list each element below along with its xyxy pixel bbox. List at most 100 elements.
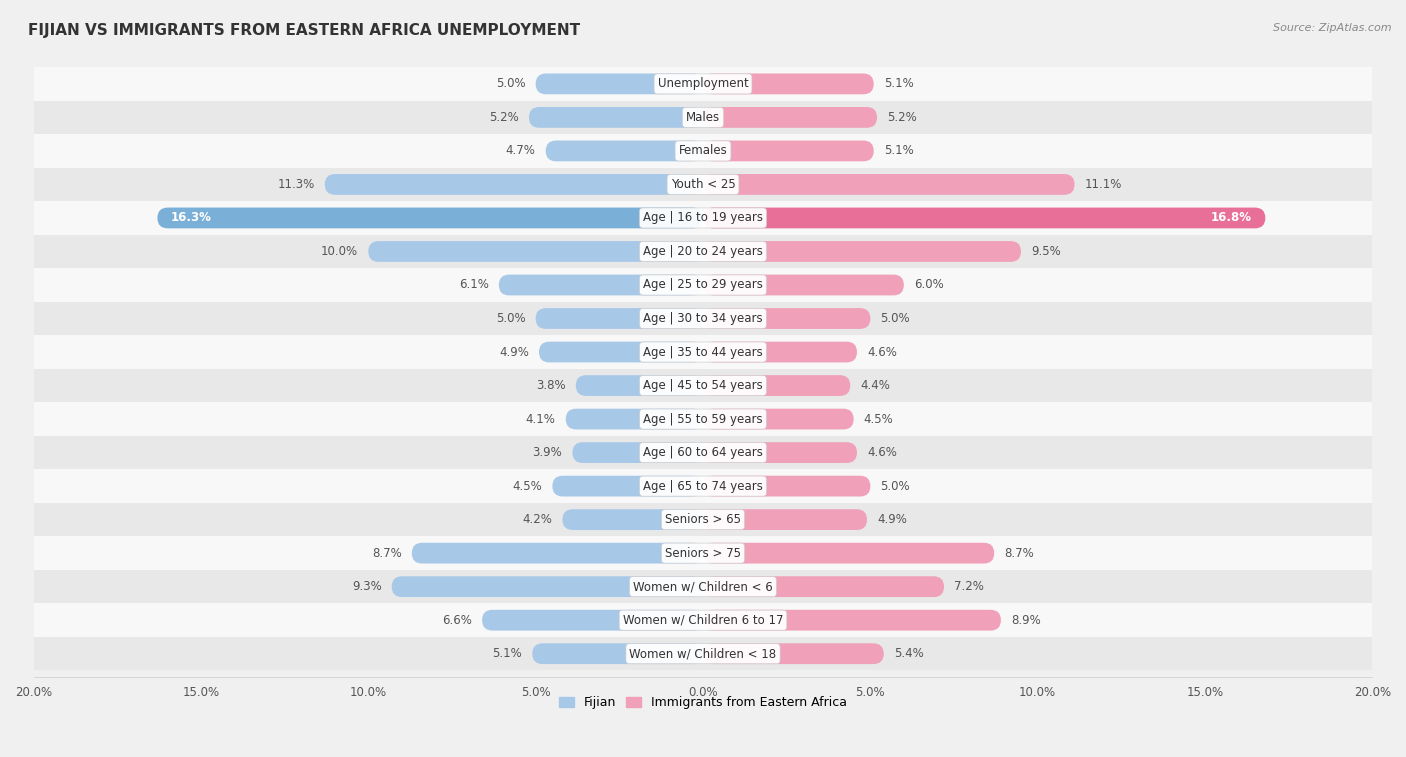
Legend: Fijian, Immigrants from Eastern Africa: Fijian, Immigrants from Eastern Africa: [554, 691, 852, 714]
Text: Age | 35 to 44 years: Age | 35 to 44 years: [643, 345, 763, 359]
Text: Youth < 25: Youth < 25: [671, 178, 735, 191]
FancyBboxPatch shape: [34, 201, 1372, 235]
FancyBboxPatch shape: [34, 302, 1372, 335]
FancyBboxPatch shape: [562, 509, 703, 530]
FancyBboxPatch shape: [34, 134, 1372, 168]
FancyBboxPatch shape: [529, 107, 703, 128]
FancyBboxPatch shape: [34, 235, 1372, 268]
FancyBboxPatch shape: [412, 543, 703, 563]
FancyBboxPatch shape: [536, 308, 703, 329]
Text: 5.0%: 5.0%: [496, 312, 526, 325]
Text: 4.6%: 4.6%: [868, 446, 897, 459]
FancyBboxPatch shape: [34, 268, 1372, 302]
Text: 5.2%: 5.2%: [489, 111, 519, 124]
FancyBboxPatch shape: [536, 73, 703, 95]
FancyBboxPatch shape: [34, 537, 1372, 570]
FancyBboxPatch shape: [325, 174, 703, 195]
FancyBboxPatch shape: [703, 409, 853, 429]
FancyBboxPatch shape: [703, 241, 1021, 262]
FancyBboxPatch shape: [703, 509, 868, 530]
FancyBboxPatch shape: [34, 335, 1372, 369]
FancyBboxPatch shape: [703, 107, 877, 128]
FancyBboxPatch shape: [703, 543, 994, 563]
Text: 4.5%: 4.5%: [513, 480, 543, 493]
FancyBboxPatch shape: [703, 308, 870, 329]
FancyBboxPatch shape: [546, 141, 703, 161]
FancyBboxPatch shape: [703, 643, 884, 664]
FancyBboxPatch shape: [703, 141, 873, 161]
FancyBboxPatch shape: [576, 375, 703, 396]
FancyBboxPatch shape: [572, 442, 703, 463]
FancyBboxPatch shape: [34, 469, 1372, 503]
Text: 6.6%: 6.6%: [441, 614, 472, 627]
FancyBboxPatch shape: [703, 475, 870, 497]
FancyBboxPatch shape: [34, 168, 1372, 201]
Text: Age | 65 to 74 years: Age | 65 to 74 years: [643, 480, 763, 493]
Text: 5.1%: 5.1%: [884, 77, 914, 90]
Text: 6.1%: 6.1%: [458, 279, 489, 291]
FancyBboxPatch shape: [533, 643, 703, 664]
Text: Age | 16 to 19 years: Age | 16 to 19 years: [643, 211, 763, 225]
FancyBboxPatch shape: [34, 603, 1372, 637]
FancyBboxPatch shape: [34, 402, 1372, 436]
Text: Males: Males: [686, 111, 720, 124]
FancyBboxPatch shape: [703, 275, 904, 295]
FancyBboxPatch shape: [34, 369, 1372, 402]
Text: 5.1%: 5.1%: [884, 145, 914, 157]
Text: Age | 30 to 34 years: Age | 30 to 34 years: [643, 312, 763, 325]
Text: 4.9%: 4.9%: [499, 345, 529, 359]
Text: 4.4%: 4.4%: [860, 379, 890, 392]
Text: Age | 55 to 59 years: Age | 55 to 59 years: [643, 413, 763, 425]
Text: 5.0%: 5.0%: [880, 312, 910, 325]
FancyBboxPatch shape: [157, 207, 703, 229]
Text: 5.4%: 5.4%: [894, 647, 924, 660]
Text: 3.9%: 3.9%: [533, 446, 562, 459]
FancyBboxPatch shape: [538, 341, 703, 363]
Text: 5.2%: 5.2%: [887, 111, 917, 124]
FancyBboxPatch shape: [703, 207, 1265, 229]
Text: 5.1%: 5.1%: [492, 647, 522, 660]
FancyBboxPatch shape: [392, 576, 703, 597]
Text: 16.3%: 16.3%: [170, 211, 212, 225]
Text: 7.2%: 7.2%: [955, 580, 984, 593]
Text: 9.5%: 9.5%: [1031, 245, 1060, 258]
Text: 11.1%: 11.1%: [1084, 178, 1122, 191]
FancyBboxPatch shape: [34, 67, 1372, 101]
Text: 4.6%: 4.6%: [868, 345, 897, 359]
Text: Age | 60 to 64 years: Age | 60 to 64 years: [643, 446, 763, 459]
Text: 5.0%: 5.0%: [496, 77, 526, 90]
FancyBboxPatch shape: [368, 241, 703, 262]
Text: 16.8%: 16.8%: [1211, 211, 1251, 225]
FancyBboxPatch shape: [703, 610, 1001, 631]
Text: 4.9%: 4.9%: [877, 513, 907, 526]
Text: Women w/ Children 6 to 17: Women w/ Children 6 to 17: [623, 614, 783, 627]
Text: 4.5%: 4.5%: [863, 413, 893, 425]
Text: FIJIAN VS IMMIGRANTS FROM EASTERN AFRICA UNEMPLOYMENT: FIJIAN VS IMMIGRANTS FROM EASTERN AFRICA…: [28, 23, 581, 38]
FancyBboxPatch shape: [565, 409, 703, 429]
FancyBboxPatch shape: [482, 610, 703, 631]
FancyBboxPatch shape: [703, 375, 851, 396]
Text: Unemployment: Unemployment: [658, 77, 748, 90]
Text: 4.2%: 4.2%: [523, 513, 553, 526]
Text: Age | 25 to 29 years: Age | 25 to 29 years: [643, 279, 763, 291]
Text: 5.0%: 5.0%: [880, 480, 910, 493]
FancyBboxPatch shape: [703, 174, 1074, 195]
FancyBboxPatch shape: [703, 576, 943, 597]
FancyBboxPatch shape: [34, 637, 1372, 671]
FancyBboxPatch shape: [34, 570, 1372, 603]
Text: 6.0%: 6.0%: [914, 279, 943, 291]
Text: Source: ZipAtlas.com: Source: ZipAtlas.com: [1274, 23, 1392, 33]
Text: 10.0%: 10.0%: [321, 245, 359, 258]
FancyBboxPatch shape: [553, 475, 703, 497]
Text: 4.1%: 4.1%: [526, 413, 555, 425]
Text: 8.7%: 8.7%: [373, 547, 402, 559]
Text: Females: Females: [679, 145, 727, 157]
Text: Age | 20 to 24 years: Age | 20 to 24 years: [643, 245, 763, 258]
FancyBboxPatch shape: [34, 436, 1372, 469]
Text: 9.3%: 9.3%: [352, 580, 381, 593]
Text: 4.7%: 4.7%: [506, 145, 536, 157]
FancyBboxPatch shape: [34, 503, 1372, 537]
FancyBboxPatch shape: [703, 73, 873, 95]
FancyBboxPatch shape: [703, 341, 858, 363]
Text: 3.8%: 3.8%: [536, 379, 565, 392]
